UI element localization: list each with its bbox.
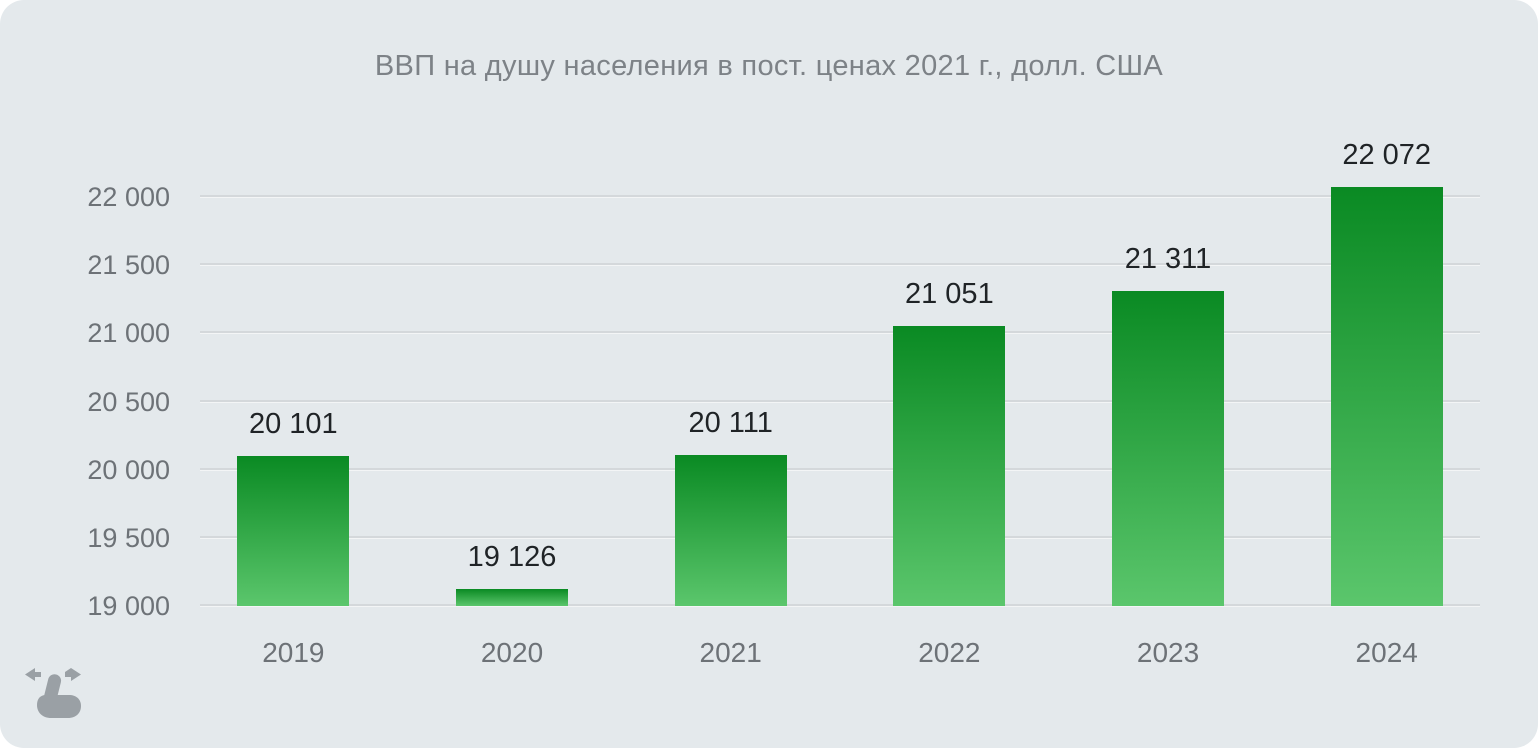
x-tick-label: 2019 bbox=[262, 637, 325, 668]
y-tick-label: 20 000 bbox=[87, 454, 170, 485]
y-tick-label: 22 000 bbox=[87, 182, 170, 212]
bar-2022[interactable] bbox=[893, 326, 1006, 606]
gridlines bbox=[200, 195, 1480, 606]
y-tick-label: 19 500 bbox=[87, 522, 170, 553]
bar-slot: 19 126 bbox=[403, 197, 622, 606]
arrow-right-icon bbox=[65, 668, 81, 681]
plot-area[interactable]: 20 101 19 126 20 111 21 051 21 311 22 072 bbox=[184, 139, 1496, 606]
bar-2023[interactable] bbox=[1112, 290, 1225, 606]
bar-slot: 21 051 bbox=[840, 197, 1059, 606]
bars-area: 20 101 19 126 20 111 21 051 21 311 22 072 bbox=[184, 139, 1496, 606]
gridline bbox=[200, 604, 1480, 606]
bar-value-label: 21 311 bbox=[1124, 242, 1212, 275]
bar-2021[interactable] bbox=[674, 454, 787, 606]
bar-2019[interactable] bbox=[237, 455, 350, 606]
gridline bbox=[200, 263, 1480, 266]
x-tick-label: 2021 bbox=[699, 637, 762, 668]
y-tick-label: 21 500 bbox=[87, 250, 170, 281]
bar-slot: 21 311 bbox=[1059, 197, 1278, 606]
bar-slot: 22 072 bbox=[1277, 139, 1496, 606]
fist-shape bbox=[37, 695, 81, 718]
gridline bbox=[200, 399, 1480, 402]
x-tick-label: 2024 bbox=[1355, 637, 1418, 668]
y-tick-label: 20 500 bbox=[87, 386, 170, 417]
bar-value-label: 20 111 bbox=[688, 406, 773, 439]
x-tick-label: 2022 bbox=[918, 637, 981, 668]
gridline bbox=[200, 331, 1480, 334]
x-axis-labels: 2019 2020 2021 2022 2023 2024 bbox=[184, 634, 1496, 672]
bar-slot: 20 111 bbox=[621, 197, 840, 606]
y-tick-label: 21 000 bbox=[87, 318, 170, 349]
gridline bbox=[200, 535, 1480, 538]
arrow-left-icon bbox=[25, 668, 41, 681]
bar-value-label: 20 101 bbox=[248, 407, 338, 440]
bar-slot: 20 101 bbox=[184, 197, 403, 606]
bar-2020[interactable] bbox=[456, 588, 568, 606]
bar-value-label: 19 126 bbox=[467, 540, 557, 573]
chart-title: ВВП на душу населения в пост. ценах 2021… bbox=[374, 50, 1164, 82]
gridline bbox=[200, 195, 1480, 197]
y-axis-labels: 19 000 19 500 20 000 20 500 21 000 21 500 22 0… bbox=[0, 182, 170, 621]
bar-2024[interactable] bbox=[1330, 187, 1443, 606]
gridline bbox=[200, 467, 1480, 470]
y-tick-label: 19 000 bbox=[87, 591, 170, 621]
swipe-horizontal-icon bbox=[25, 668, 81, 718]
bar-value-label: 22 072 bbox=[1342, 139, 1432, 172]
bar-value-label: 21 051 bbox=[904, 278, 994, 311]
x-tick-label: 2023 bbox=[1136, 637, 1200, 668]
x-tick-label: 2020 bbox=[480, 637, 544, 668]
